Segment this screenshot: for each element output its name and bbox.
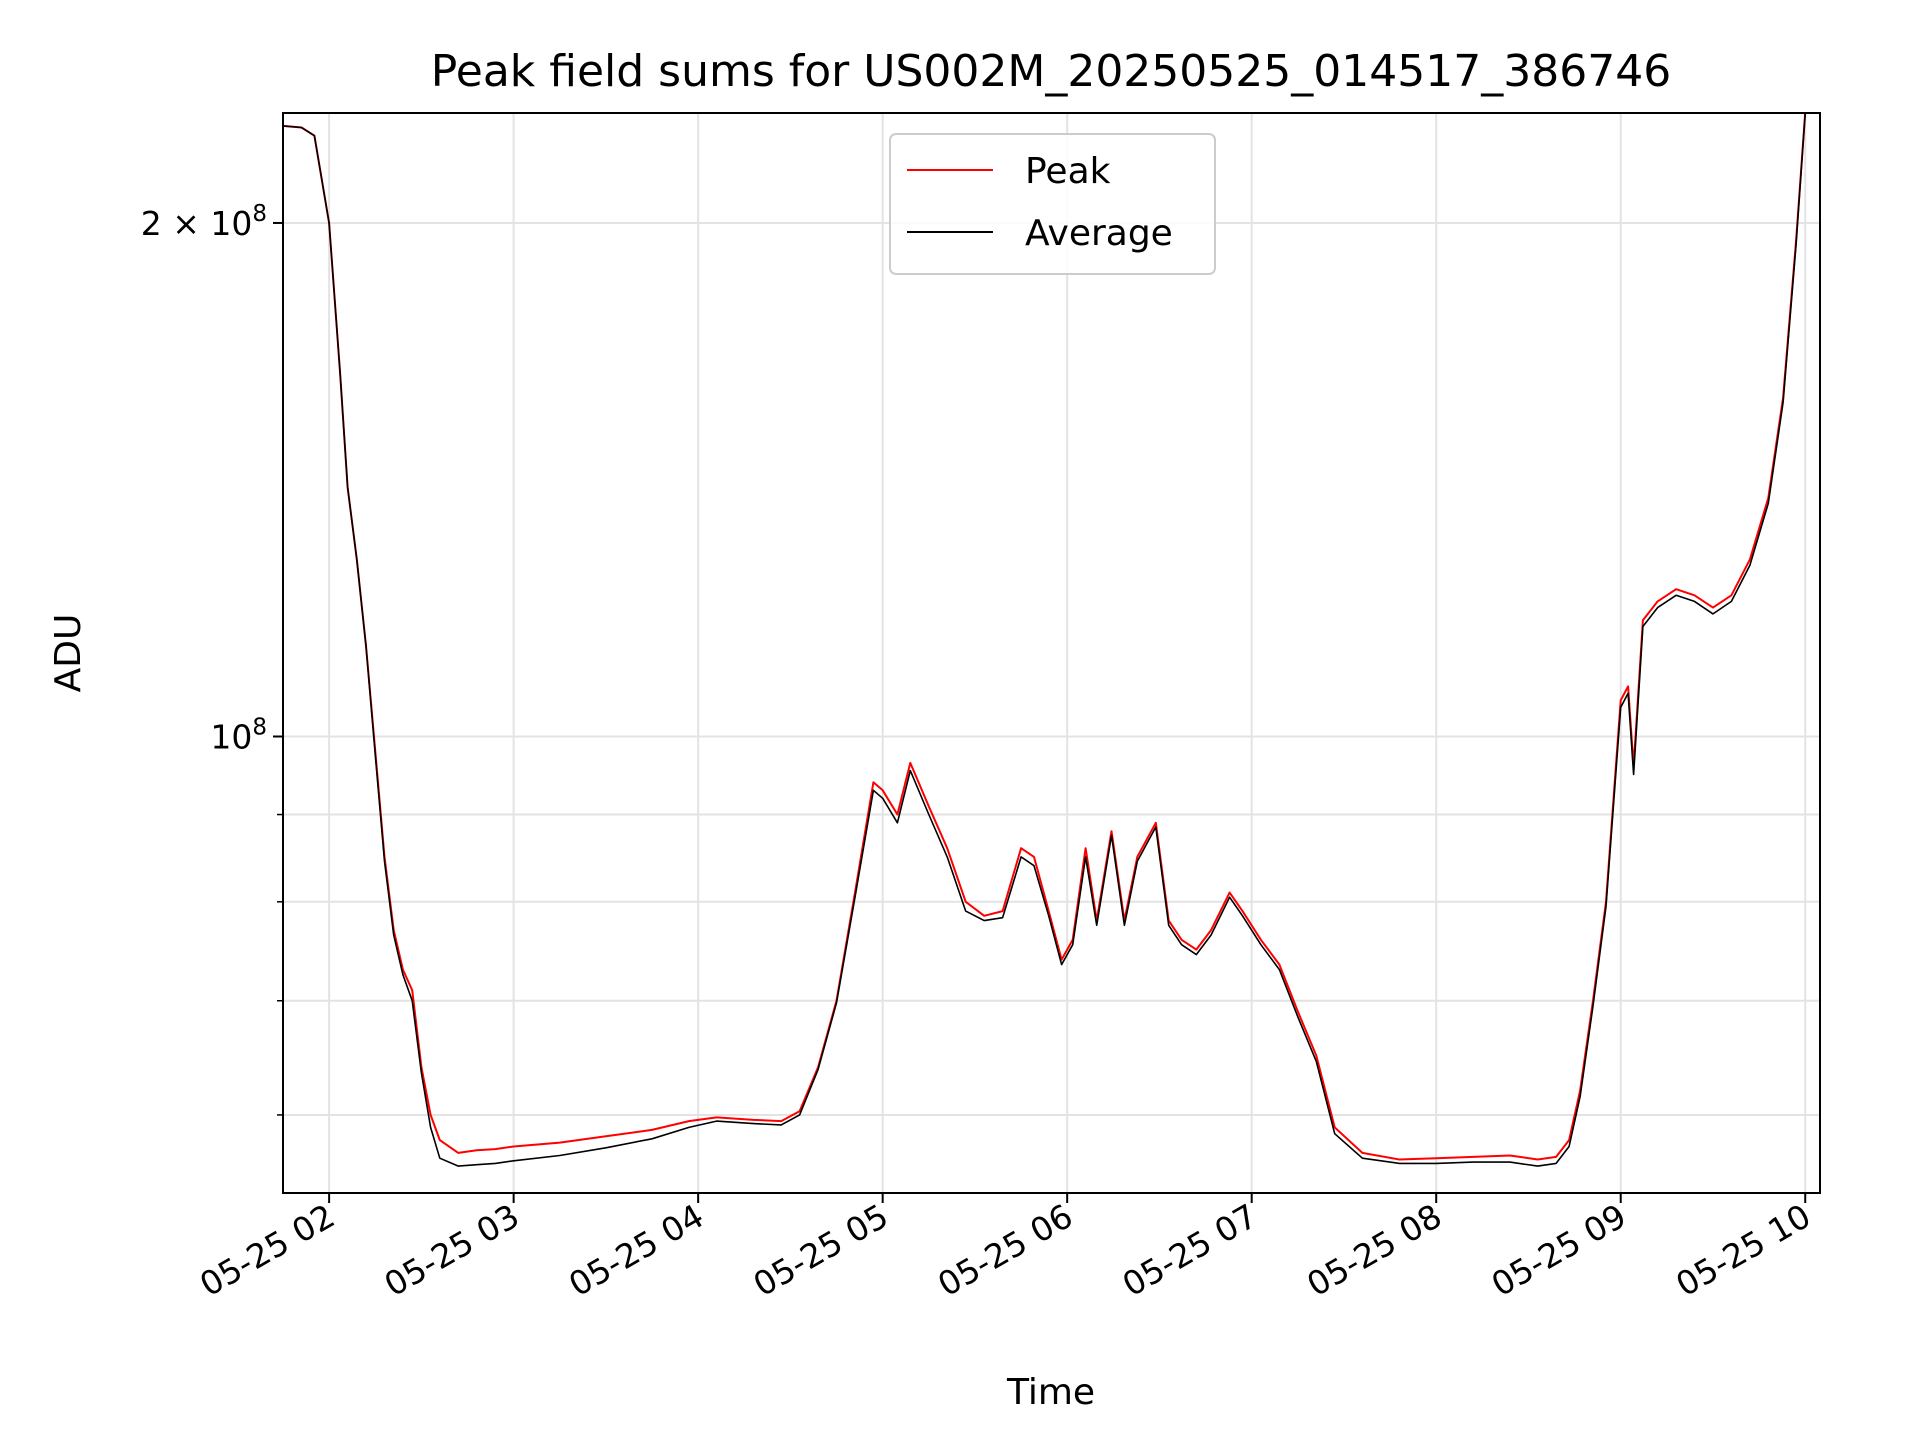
- legend-label-average: Average: [1025, 213, 1173, 254]
- legend-label-peak: Peak: [1025, 151, 1111, 192]
- chart-title: Peak field sums for US002M_20250525_0145…: [431, 46, 1671, 97]
- series-line-average: [282, 112, 1806, 1167]
- legend: Peak Average: [889, 133, 1216, 275]
- plot-frame: [282, 112, 1821, 1194]
- y-tick-label: 108: [210, 714, 267, 756]
- y-axis-label: ADU: [48, 614, 89, 693]
- series-lines: [282, 112, 1807, 1167]
- x-axis-label: Time: [1006, 1372, 1095, 1413]
- y-tick-label: 2 × 108: [141, 201, 267, 243]
